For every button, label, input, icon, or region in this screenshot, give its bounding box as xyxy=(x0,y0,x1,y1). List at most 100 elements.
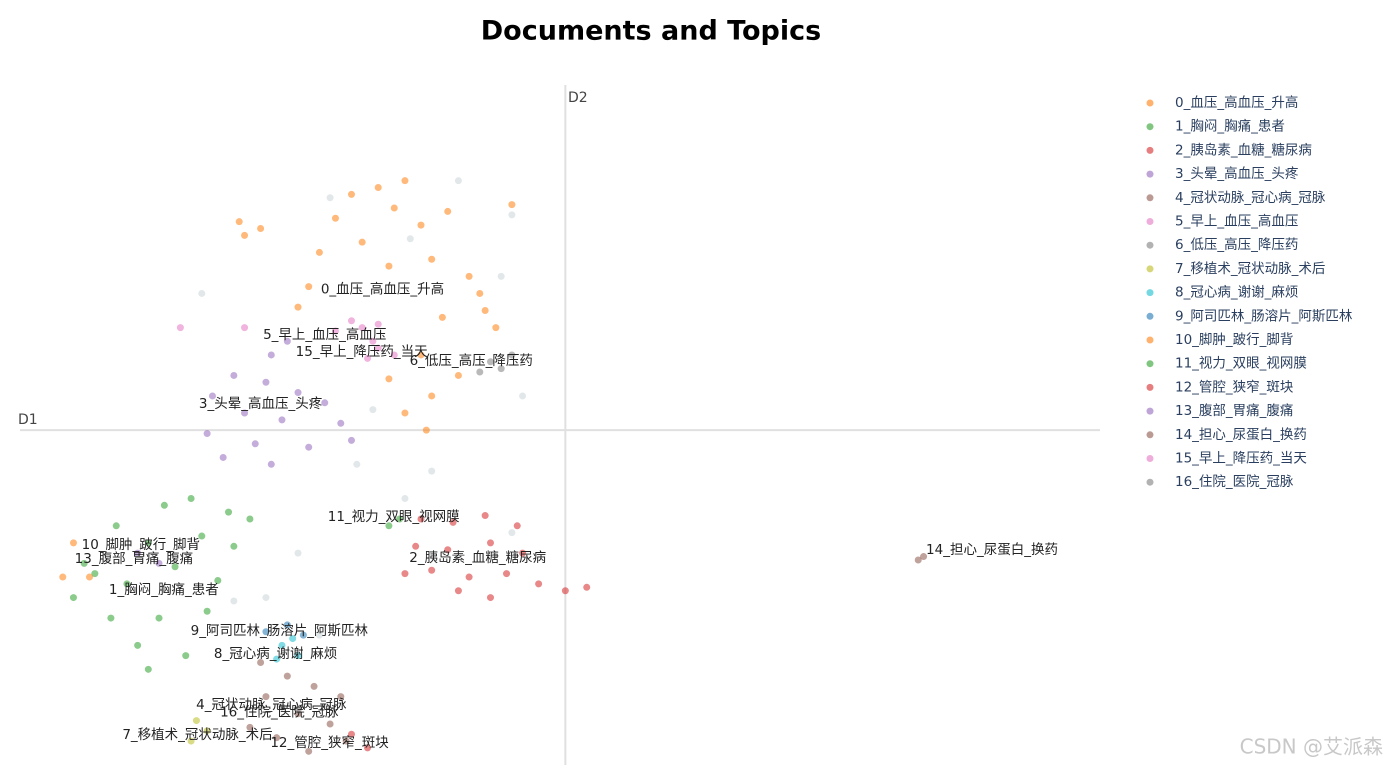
document-point xyxy=(278,416,286,424)
document-point xyxy=(241,409,249,417)
topic-label: 13_腹部_胃痛_腹痛 xyxy=(75,550,193,567)
document-point xyxy=(444,546,452,554)
document-point xyxy=(294,706,302,714)
document-point xyxy=(417,515,425,523)
document-point xyxy=(80,559,88,567)
document-point xyxy=(583,583,591,591)
document-point xyxy=(454,371,462,379)
document-point xyxy=(155,614,163,622)
legend-label: 6_低压_高压_降压药 xyxy=(1175,236,1298,253)
legend-label: 4_冠状动脉_冠心病_冠脉 xyxy=(1175,190,1326,206)
document-point xyxy=(160,501,168,509)
document-point xyxy=(112,522,120,530)
topic-label: 2_胰岛素_血糖_糖尿病 xyxy=(409,550,546,566)
document-point xyxy=(69,539,77,547)
document-point xyxy=(59,573,67,581)
topic-label: 14_担心_尿蛋白_换药 xyxy=(926,542,1058,558)
topic-label: 4_冠状动脉_冠心病_冠脉 xyxy=(196,697,347,713)
topic-label: 11_视力_双眼_视网膜 xyxy=(328,509,460,525)
document-point xyxy=(305,283,313,291)
document-point xyxy=(486,539,494,547)
document-point xyxy=(508,351,516,359)
document-point xyxy=(417,351,425,359)
legend-marker xyxy=(1146,99,1154,107)
topic-label: 15_早上_降压药_当天 xyxy=(296,344,428,360)
document-point xyxy=(214,576,222,584)
document-point xyxy=(519,549,527,557)
document-point xyxy=(486,594,494,602)
document-point xyxy=(374,344,382,352)
document-point xyxy=(144,665,152,673)
document-point xyxy=(69,594,77,602)
document-point xyxy=(278,703,286,711)
topic-label: 1_胸闷_胸痛_患者 xyxy=(109,581,219,598)
document-point xyxy=(91,570,99,578)
document-point xyxy=(914,556,922,564)
topic-label: 16_住院_医院_冠脉 xyxy=(220,705,339,721)
legend-label: 15_早上_降压药_当天 xyxy=(1175,451,1307,467)
document-point xyxy=(203,727,211,735)
document-point xyxy=(107,614,115,622)
document-point xyxy=(241,324,249,332)
outlier-point xyxy=(315,631,323,639)
document-point xyxy=(401,409,409,417)
legend-marker xyxy=(1146,407,1154,415)
document-point xyxy=(289,635,297,643)
document-point xyxy=(347,190,355,198)
topic-label: 6_低压_高压_降压药 xyxy=(410,352,533,369)
document-point xyxy=(401,570,409,578)
legend-marker xyxy=(1146,123,1154,131)
document-point xyxy=(123,580,131,588)
document-point xyxy=(86,573,94,581)
document-point xyxy=(401,177,409,185)
document-point xyxy=(203,607,211,615)
document-point xyxy=(428,255,436,263)
document-point xyxy=(342,737,350,745)
document-point xyxy=(187,737,195,745)
document-point xyxy=(513,522,521,530)
document-point xyxy=(144,539,152,547)
document-point xyxy=(347,317,355,325)
document-point xyxy=(310,682,318,690)
legend-label: 7_移植术_冠状动脉_术后 xyxy=(1175,261,1325,277)
document-point xyxy=(182,652,190,660)
document-point xyxy=(235,218,243,226)
document-point xyxy=(208,392,216,400)
outlier-point xyxy=(262,594,270,602)
document-point xyxy=(503,570,511,578)
document-point xyxy=(203,430,211,438)
document-point xyxy=(283,621,291,629)
document-point xyxy=(508,201,516,209)
document-point xyxy=(305,443,313,451)
outlier-point xyxy=(508,529,516,537)
document-point xyxy=(192,717,200,725)
document-point xyxy=(321,399,329,407)
legend-marker xyxy=(1146,218,1154,225)
document-point xyxy=(257,225,265,233)
outlier-point xyxy=(428,467,436,475)
legend-label: 0_血压_高血压_升高 xyxy=(1175,94,1298,111)
document-point xyxy=(358,324,366,332)
document-point xyxy=(299,631,307,639)
document-point xyxy=(273,734,281,742)
legend-marker xyxy=(1146,241,1154,249)
outlier-point xyxy=(198,289,206,297)
topic-label: 5_早上_血压_高血压 xyxy=(263,326,386,343)
legend-label: 5_早上_血压_高血压 xyxy=(1175,213,1298,230)
legend-marker xyxy=(1146,146,1154,154)
document-point xyxy=(273,655,281,663)
document-point xyxy=(294,303,302,311)
document-point xyxy=(374,184,382,192)
legend-label: 13_腹部_胃痛_腹痛 xyxy=(1175,402,1293,419)
legend-marker xyxy=(1146,170,1154,178)
document-point xyxy=(294,389,302,397)
document-point xyxy=(481,307,489,315)
topic-label: 10_脚肿_跛行_脚背 xyxy=(82,537,200,553)
document-point xyxy=(486,358,494,366)
document-point xyxy=(476,368,484,376)
legend-marker xyxy=(1146,360,1154,368)
document-point xyxy=(385,522,393,530)
document-point xyxy=(230,542,238,550)
